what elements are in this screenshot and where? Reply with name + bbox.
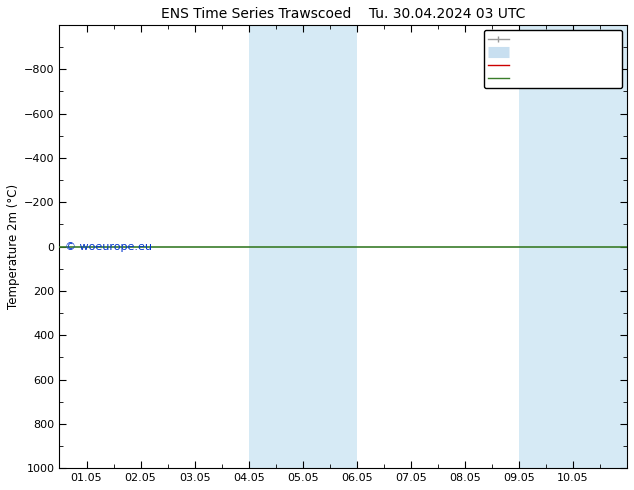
Text: © woeurope.eu: © woeurope.eu	[65, 242, 152, 251]
Bar	[519, 25, 627, 468]
Bar	[249, 25, 357, 468]
Title: ENS Time Series Trawscoed    Tu. 30.04.2024 03 UTC: ENS Time Series Trawscoed Tu. 30.04.2024…	[161, 7, 526, 21]
Legend: min/max, Standard deviation, Ensemble mean run, Controll run: min/max, Standard deviation, Ensemble me…	[484, 30, 622, 88]
Y-axis label: Temperature 2m (°C): Temperature 2m (°C)	[7, 184, 20, 309]
